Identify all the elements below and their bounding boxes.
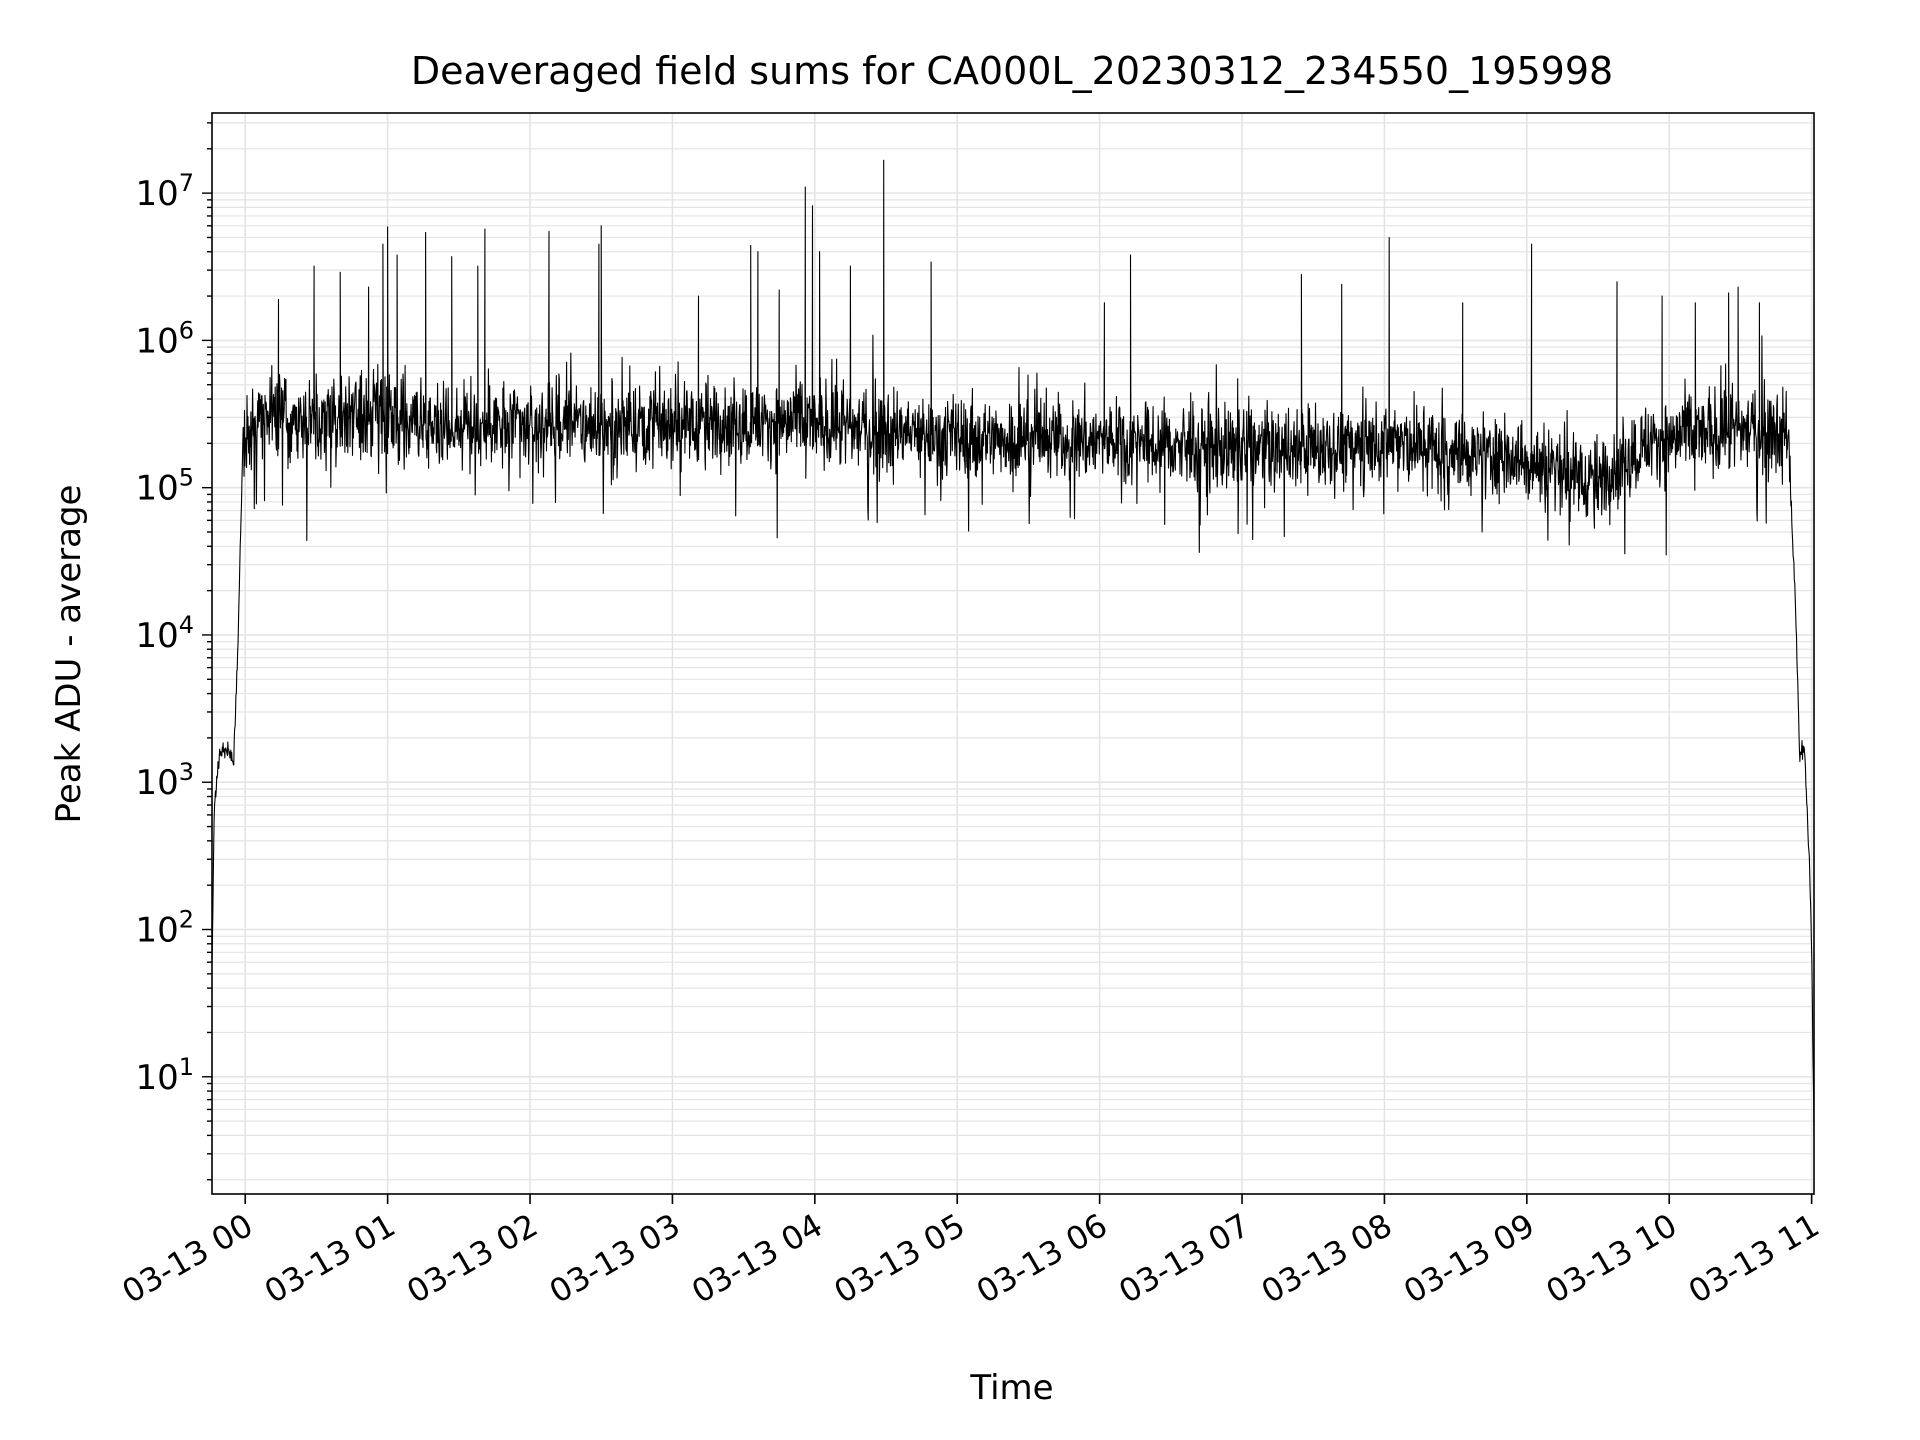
y-tick-label: 103 <box>135 758 194 803</box>
x-tick-label: 03-13 09 <box>1397 1206 1541 1311</box>
y-tick-label: 102 <box>135 906 194 951</box>
x-tick-label: 03-13 05 <box>828 1206 972 1311</box>
y-tick-label: 107 <box>135 169 194 214</box>
x-axis-label: Time <box>969 1368 1053 1408</box>
x-tick-label: 03-13 00 <box>116 1206 260 1311</box>
x-tick-label: 03-13 04 <box>685 1206 829 1311</box>
y-tick-label: 101 <box>135 1053 194 1098</box>
x-tick-label: 03-13 10 <box>1540 1206 1684 1311</box>
y-axis-label: Peak ADU - average <box>49 485 89 824</box>
x-tick-label: 03-13 02 <box>400 1206 544 1311</box>
x-tick-label: 03-13 06 <box>970 1206 1114 1311</box>
x-tick-label: 03-13 03 <box>543 1206 687 1311</box>
y-tick-label: 106 <box>135 316 194 361</box>
y-tick-label: 105 <box>135 464 194 509</box>
x-tick-label: 03-13 01 <box>258 1206 402 1311</box>
x-tick-label: 03-13 11 <box>1682 1206 1826 1311</box>
series-line <box>211 159 1815 1137</box>
y-axis: 101 102 103 104 105 106 107 <box>135 122 212 1181</box>
chart-title: Deaveraged field sums for CA000L_2023031… <box>411 49 1613 93</box>
plot-frame <box>211 112 1815 1195</box>
series-line-group <box>211 159 1815 1137</box>
x-tick-label: 03-13 08 <box>1255 1206 1399 1311</box>
y-tick-label: 104 <box>135 611 194 656</box>
grid-lines <box>212 113 1814 1194</box>
x-tick-label: 03-13 07 <box>1112 1206 1256 1311</box>
